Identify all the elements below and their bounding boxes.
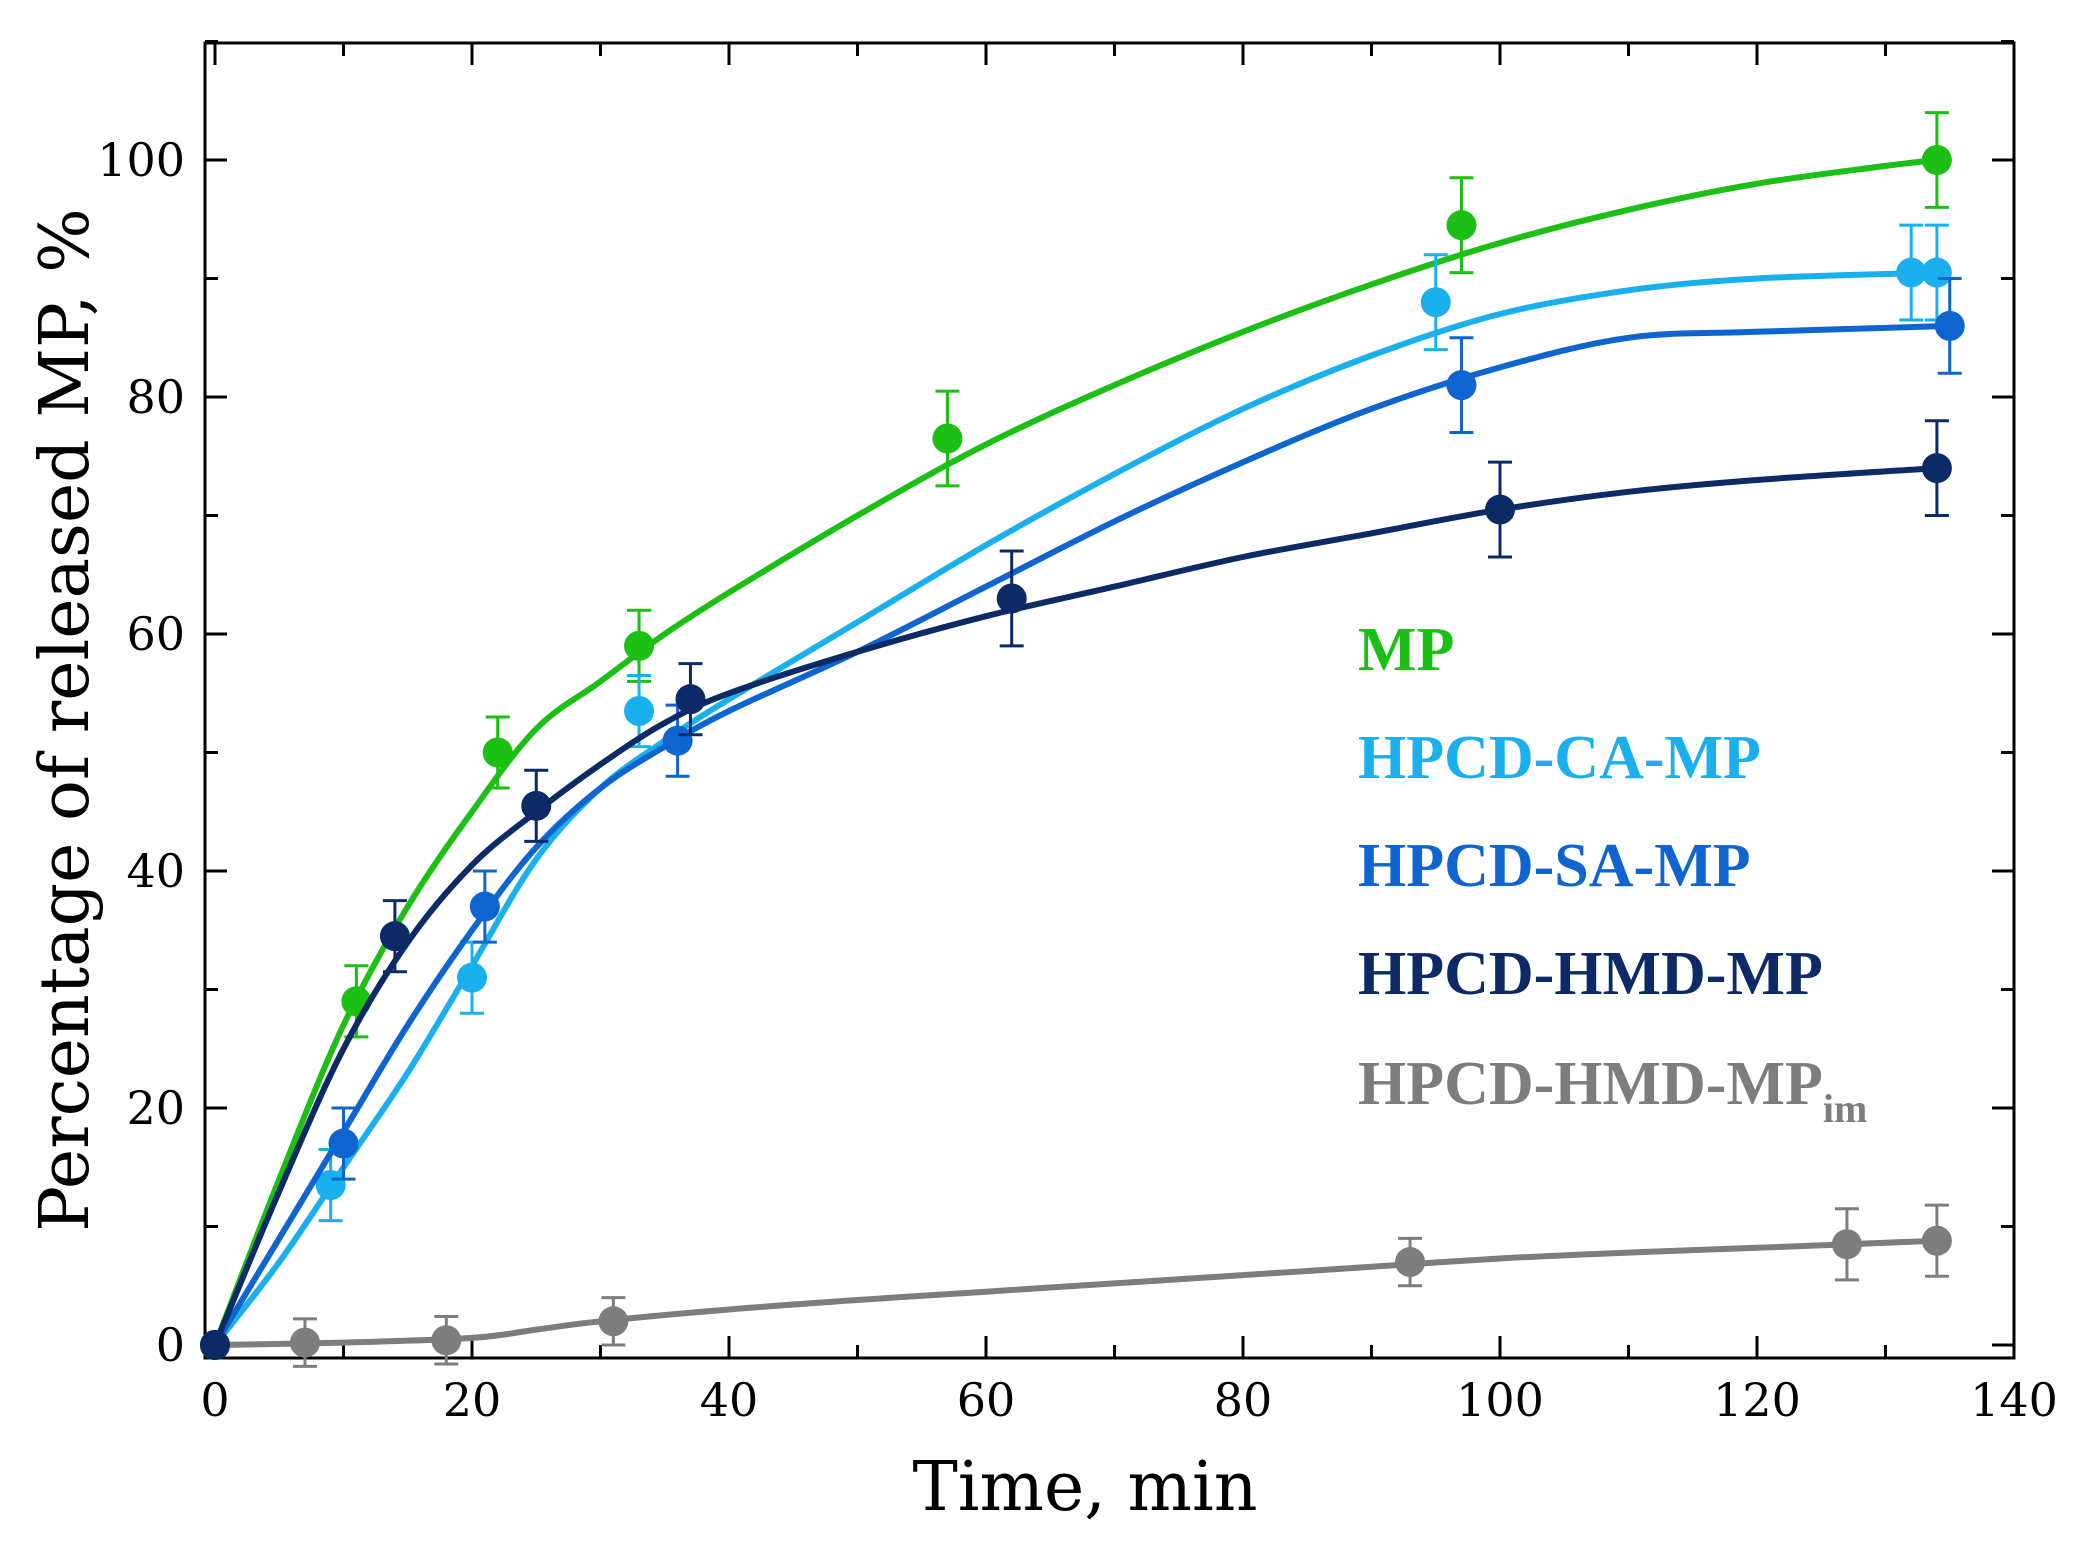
x-tick-label-120: 120 bbox=[1713, 1373, 1801, 1427]
series-2-point-4 bbox=[1446, 370, 1477, 401]
legend-label-hpcd-hmd-mp-im: HPCD-HMD-MPim bbox=[1358, 1050, 1867, 1131]
series-3-point-4 bbox=[996, 583, 1027, 614]
y-tick-label-60: 60 bbox=[126, 607, 185, 661]
axis-ticks: 0 20 40 60 80 100 120 140 0 20 40 60 80 100 bbox=[97, 40, 2058, 1427]
x-tick-label-100: 100 bbox=[1456, 1373, 1544, 1427]
legend-label-hpcd-hmd-mp: HPCD-HMD-MP bbox=[1358, 940, 1823, 1008]
series-3-point-2 bbox=[521, 790, 552, 821]
series-4-line bbox=[212, 1237, 1940, 1348]
series-2-point-3 bbox=[662, 725, 693, 756]
x-tick-label-0: 0 bbox=[200, 1373, 229, 1427]
y-tick-label-100: 100 bbox=[97, 133, 185, 187]
y-tick-label-80: 80 bbox=[126, 370, 185, 424]
x-axis-title: Time, min bbox=[912, 1448, 1257, 1527]
series-4-point-4 bbox=[1395, 1247, 1426, 1278]
series-layer bbox=[200, 111, 1965, 1368]
series-1-point-6 bbox=[1921, 257, 1952, 288]
legend-label-hpcd-ca-mp: HPCD-CA-MP bbox=[1358, 724, 1761, 792]
legend-label-im-main: HPCD-HMD-MP bbox=[1358, 1050, 1823, 1118]
x-tick-label-40: 40 bbox=[700, 1373, 759, 1427]
series-4-point-1 bbox=[289, 1327, 320, 1358]
series-1-point-3 bbox=[624, 696, 655, 727]
series-0-point-5 bbox=[1446, 210, 1477, 241]
plot-frame bbox=[203, 41, 2016, 1360]
series-4 bbox=[200, 1203, 1952, 1368]
series-3-point-1 bbox=[379, 921, 410, 952]
series-3-line bbox=[212, 465, 1940, 1348]
series-1-line bbox=[212, 269, 1940, 1348]
series-2-point-1 bbox=[328, 1128, 359, 1159]
legend-label-im-subscript: im bbox=[1823, 1086, 1867, 1131]
legend-label-hpcd-sa-mp: HPCD-SA-MP bbox=[1358, 832, 1751, 900]
series-0-point-4 bbox=[932, 423, 963, 454]
series-1 bbox=[200, 223, 1952, 1360]
series-3-point-3 bbox=[675, 684, 706, 715]
series-0-point-3 bbox=[624, 630, 655, 661]
x-tick-label-20: 20 bbox=[443, 1373, 502, 1427]
series-3-point-5 bbox=[1485, 494, 1515, 525]
x-tick-label-60: 60 bbox=[957, 1373, 1016, 1427]
series-4-point-5 bbox=[1831, 1229, 1862, 1260]
y-tick-label-20: 20 bbox=[126, 1081, 185, 1135]
series-1-point-4 bbox=[1420, 287, 1451, 318]
legend: MP HPCD-CA-MP HPCD-SA-MP HPCD-HMD-MP HPC… bbox=[1358, 616, 1867, 1131]
series-0-point-6 bbox=[1921, 145, 1952, 175]
y-tick-label-0: 0 bbox=[156, 1318, 185, 1372]
series-1-point-5 bbox=[1896, 257, 1927, 288]
series-1-point-1 bbox=[315, 1170, 346, 1201]
series-2-point-5 bbox=[1934, 310, 1965, 341]
series-1-point-2 bbox=[457, 962, 487, 993]
series-4-point-6 bbox=[1921, 1225, 1952, 1256]
series-3 bbox=[200, 419, 1952, 1360]
series-3-point-0 bbox=[200, 1330, 230, 1360]
x-tick-label-140: 140 bbox=[1970, 1373, 2058, 1427]
series-4-point-2 bbox=[431, 1325, 462, 1356]
x-tick-label-80: 80 bbox=[1214, 1373, 1273, 1427]
series-3-point-6 bbox=[1921, 453, 1952, 484]
legend-label-mp: MP bbox=[1358, 616, 1454, 684]
series-4-point-3 bbox=[598, 1306, 629, 1337]
series-0-point-2 bbox=[482, 737, 513, 768]
y-axis-title: Percentage of released MP, % bbox=[26, 208, 105, 1232]
y-tick-label-40: 40 bbox=[126, 844, 185, 898]
series-2-point-2 bbox=[469, 891, 500, 922]
